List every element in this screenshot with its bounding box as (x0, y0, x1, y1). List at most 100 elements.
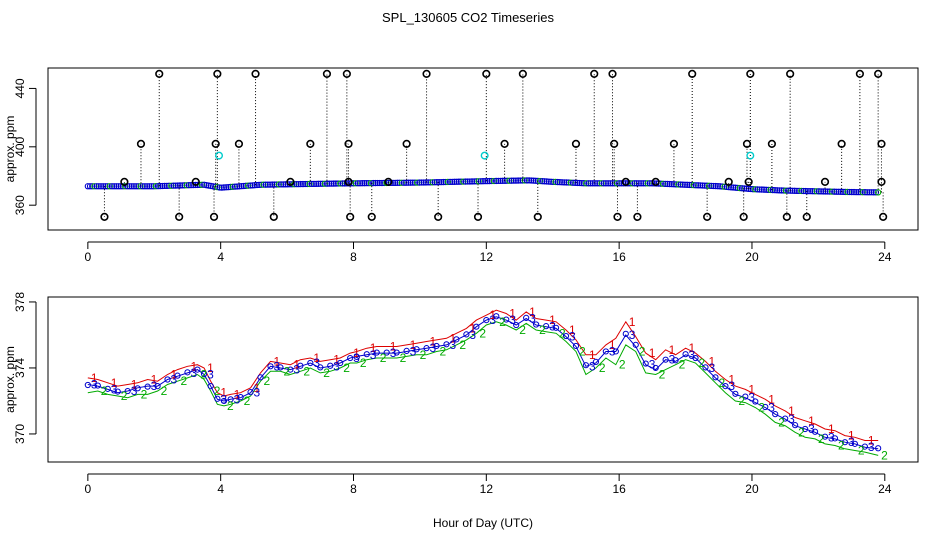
bottom-y-tick-label: 374 (13, 358, 27, 378)
series-2-symbol: 2 (343, 361, 350, 375)
bottom-x-tick-label: 8 (350, 482, 357, 496)
baseline-point (413, 179, 421, 186)
baseline-point (297, 180, 304, 188)
series-2-symbol: 2 (121, 389, 128, 403)
baseline-point (541, 178, 548, 185)
mean-point (602, 348, 609, 355)
mean-point (821, 433, 829, 440)
mean-point (552, 324, 560, 331)
mean-point (742, 393, 749, 400)
baseline-point (637, 180, 645, 187)
series-2-symbol: 2 (838, 439, 845, 453)
series-1-line (87, 309, 879, 441)
baseline-point (143, 183, 151, 190)
series-1-symbol: 1 (333, 353, 340, 367)
baseline-point (405, 179, 412, 186)
series-2-symbol: 2 (659, 368, 666, 382)
outlier-mid-point (571, 139, 581, 148)
baseline-point (694, 182, 702, 189)
baseline-point (550, 178, 557, 186)
baseline-point (479, 178, 487, 185)
baseline-point (760, 186, 768, 193)
bottom-x-axis: 0 4 8 12 16 20 24 (85, 473, 892, 496)
series-2-symbol: 2 (479, 326, 486, 340)
series-3-symbol: 3 (234, 392, 241, 406)
baseline-point (749, 186, 757, 193)
series-2-symbol: 2 (798, 425, 805, 439)
baseline-point (866, 189, 873, 196)
series-1-symbol: 1 (370, 341, 377, 355)
baseline-point (398, 179, 405, 186)
series-3-symbol: 3 (609, 344, 616, 358)
baseline-point (119, 183, 127, 190)
baseline-point (618, 180, 625, 187)
series-1-symbol: 1 (529, 305, 536, 319)
mean-point (347, 354, 354, 362)
baseline-point (251, 182, 258, 189)
baseline-point (392, 179, 399, 186)
mean-point (682, 351, 689, 358)
mean-point (237, 394, 244, 401)
series-3-symbol: 3 (669, 353, 676, 367)
series-2-symbol: 2 (619, 358, 626, 372)
series-1-symbol: 1 (111, 376, 118, 390)
series-1-symbol: 1 (708, 354, 715, 368)
baseline-point (97, 183, 105, 190)
mean-point (383, 349, 390, 356)
baseline-point (745, 185, 752, 192)
series-3-symbol: 3 (689, 348, 696, 362)
baseline-point (697, 182, 704, 189)
outlier-high-point (874, 69, 883, 78)
baseline-point (716, 183, 724, 190)
baseline-point (752, 186, 759, 193)
baseline-point (352, 180, 359, 187)
cyan-point (480, 151, 489, 160)
baseline-point (806, 187, 814, 195)
baseline-point (168, 182, 175, 189)
baseline-point (488, 177, 495, 185)
baseline-point (868, 189, 875, 196)
mean-point (612, 348, 619, 355)
mean-point (712, 374, 719, 381)
baseline-point (244, 182, 252, 189)
outlier-low-point (269, 212, 278, 221)
series-3-symbol: 3 (190, 366, 197, 380)
bottom-x-tick-label: 16 (612, 482, 626, 496)
mean-point (443, 341, 450, 348)
mean-point (423, 345, 430, 352)
series-3-symbol: 3 (509, 313, 516, 327)
series-3-line (87, 316, 879, 450)
top-y-axis: 360 400 440 (13, 78, 37, 215)
baseline-point (409, 179, 416, 186)
series-1-symbol: 1 (469, 321, 476, 335)
top-x-tick-label: 24 (878, 250, 892, 264)
series-1-symbol: 1 (449, 331, 456, 345)
mean-point (453, 336, 460, 343)
baseline-point (403, 179, 410, 186)
mean-point (413, 346, 420, 353)
baseline-point (128, 183, 135, 190)
series-3-symbol: 3 (91, 377, 98, 391)
baseline-point (455, 178, 463, 185)
baseline-point (776, 187, 783, 194)
mean-point (373, 349, 380, 356)
chart-title: SPL_130605 CO2 Timeseries (382, 10, 554, 25)
series-3-symbol: 3 (848, 435, 855, 449)
baseline-point (809, 188, 816, 195)
baseline-point (457, 178, 465, 185)
baseline-point (521, 177, 528, 184)
baseline-point (172, 182, 179, 189)
baseline-point (493, 177, 500, 185)
baseline-point (490, 177, 498, 185)
baseline-point (861, 189, 869, 196)
bottom-y-tick-label: 378 (13, 292, 27, 312)
mean-point (84, 381, 91, 389)
series-3-symbol: 3 (430, 341, 437, 355)
baseline-point (150, 183, 157, 190)
baseline-point (585, 180, 592, 187)
outlier-high-point (518, 69, 527, 78)
baseline-point (813, 188, 820, 195)
outlier-low-point (346, 212, 355, 221)
mean-point (652, 364, 659, 372)
series-2-symbol: 2 (818, 432, 825, 446)
